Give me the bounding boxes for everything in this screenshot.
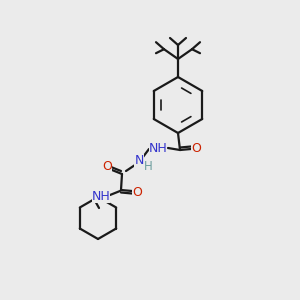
Text: N: N [134, 154, 144, 166]
Text: O: O [102, 160, 112, 172]
Text: H: H [144, 160, 152, 173]
Text: O: O [191, 142, 201, 155]
Text: NH: NH [92, 190, 110, 202]
Text: O: O [132, 185, 142, 199]
Text: NH: NH [148, 142, 167, 154]
